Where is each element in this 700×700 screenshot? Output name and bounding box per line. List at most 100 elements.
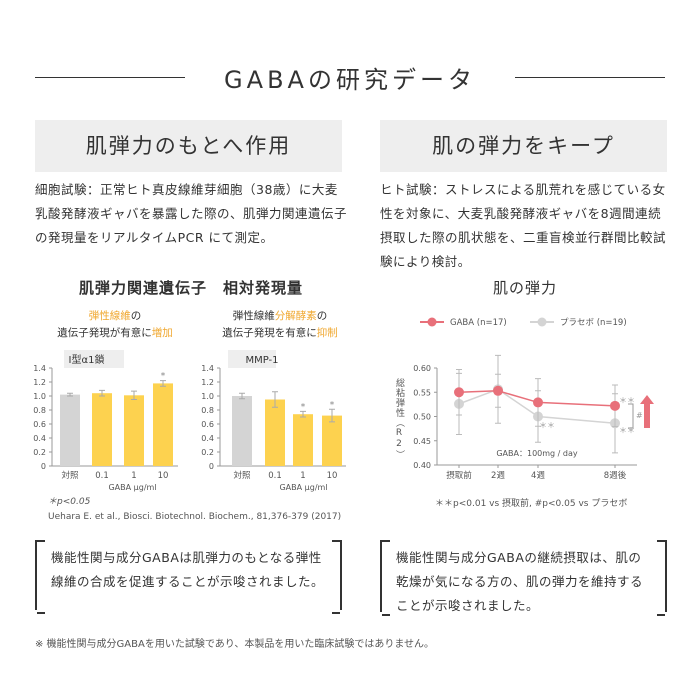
bar — [124, 395, 144, 466]
legend-marker — [537, 317, 547, 327]
significance-mark: * — [161, 372, 166, 382]
x-tick-label: 1 — [300, 471, 305, 481]
sub1-d: 増加 — [151, 327, 173, 339]
pvalue-note: ＊p<0.05 — [48, 497, 91, 507]
y-tick-label: 1.0 — [33, 392, 46, 401]
significance-mark: * — [330, 400, 335, 410]
y-tick-label: 0.45 — [413, 437, 431, 446]
left-heading: 肌弾力のもとへ作用 — [35, 120, 342, 172]
sig-mark-4w: ＊＊ — [539, 421, 555, 430]
dose-annotation: GABA：100mg / day — [496, 449, 578, 458]
data-point — [610, 400, 620, 411]
y-tick-label: 1.4 — [33, 364, 46, 373]
chart-title-bg — [64, 350, 124, 368]
sub1-a: 弾性線維 — [88, 310, 131, 322]
x-tick-label: 1 — [131, 471, 136, 481]
bar — [265, 399, 285, 466]
sub2-e: 抑制 — [316, 327, 338, 339]
y-tick-label: 0.55 — [413, 388, 431, 397]
x-tick-label: 対照 — [233, 470, 251, 481]
up-arrow-icon — [640, 395, 654, 428]
chart-title-bg — [228, 350, 276, 368]
right-sig-note: ＊＊p<0.01 vs 摂取前, #p<0.05 vs プラセボ — [435, 499, 628, 509]
bar — [92, 393, 112, 466]
chart-title: MMP-1 — [245, 355, 278, 366]
series-line — [458, 390, 616, 407]
error-bar — [272, 391, 278, 408]
x-tick-label: 8週後 — [604, 470, 627, 481]
data-point — [454, 387, 464, 398]
y-tick-label: 0.2 — [201, 448, 214, 457]
data-point — [493, 385, 503, 396]
sub2-d: 遺伝子発現を有意に — [222, 327, 317, 339]
sub2-a: 弾性線維 — [232, 310, 275, 322]
right-chart-title: 肌の弾力 — [492, 279, 557, 297]
error-bar — [160, 380, 166, 387]
x-tick-label: 10 — [158, 471, 169, 481]
legend-label: プラセボ (n=19) — [560, 318, 627, 328]
page-title: GABAの研究データ — [224, 66, 476, 94]
citation: Uehara E. et al., Biosci. Biotechnol. Bi… — [48, 512, 342, 522]
y-tick-label: 0.40 — [413, 461, 431, 470]
sub1-c: 遺伝子発現が有意に — [57, 327, 152, 339]
sub2-c: の — [316, 310, 328, 322]
sub1-b: の — [130, 310, 142, 322]
x-tick-label: 10 — [327, 471, 338, 481]
x-axis-label: GABA μg/ml — [279, 483, 327, 492]
error-bar — [131, 390, 137, 400]
data-point — [533, 397, 543, 408]
legend-marker — [427, 317, 437, 327]
y-tick-label: 0.4 — [201, 434, 214, 443]
right-conclusion: 機能性関与成分GABAの継続摂取は、肌の乾燥が気になる方の、肌の弾力を維持するこ… — [380, 540, 667, 616]
y-tick-label: 0.8 — [33, 406, 46, 415]
bracket — [628, 403, 634, 429]
left-subtitle-1: 弾性線維の 遺伝子発現が有意に増加 — [40, 308, 190, 342]
bar — [232, 396, 252, 466]
line-chart-y-axis-label: 総粘弾性（R2） — [394, 378, 404, 460]
hash-mark: # — [636, 411, 643, 420]
left-paragraph: 細胞試験：正常ヒト真皮線維芽細胞（38歳）に大麦乳酸発酵液ギャバを暴露した際の、… — [35, 182, 348, 245]
error-bar — [99, 389, 105, 397]
error-bar — [300, 410, 306, 418]
y-tick-label: 1.0 — [201, 392, 214, 401]
x-axis-label: GABA μg/ml — [108, 483, 156, 492]
error-bar — [239, 392, 245, 400]
sub2-b: 分解酵素 — [274, 310, 317, 322]
x-tick-label: 0.1 — [95, 471, 109, 481]
y-tick-label: 0.8 — [201, 406, 214, 415]
bar — [293, 414, 313, 466]
title-line-left — [35, 77, 185, 78]
y-tick-label: 0.6 — [33, 420, 46, 429]
series-line — [458, 388, 616, 425]
bar — [322, 415, 342, 466]
left-conclusion: 機能性関与成分GABAは肌弾力のもとなる弾性線維の合成を促進することが示唆されま… — [35, 540, 342, 614]
sig-mark-placebo: ＊＊ — [619, 426, 635, 435]
x-tick-label: 摂取前 — [446, 470, 472, 481]
x-tick-label: 4週 — [531, 471, 545, 481]
title-line-right — [515, 77, 665, 78]
legend-label: GABA (n=17) — [450, 318, 507, 328]
y-tick-label: 0 — [41, 462, 46, 471]
y-tick-label: 1.2 — [201, 378, 214, 387]
y-tick-label: 1.2 — [33, 378, 46, 387]
x-tick-label: 対照 — [61, 470, 79, 481]
bar — [60, 394, 80, 466]
x-tick-label: 0.1 — [268, 471, 282, 481]
y-tick-label: 0 — [209, 462, 214, 471]
y-tick-label: 0.60 — [413, 364, 431, 373]
footnote: ※ 機能性関与成分GABAを用いた試験であり、本製品を用いた臨床試験ではありませ… — [35, 639, 435, 650]
left-subtitle-2: 弾性線維分解酵素の 遺伝子発現を有意に抑制 — [205, 308, 355, 342]
chart-title: Ⅰ型α1鎖 — [69, 353, 105, 366]
sig-mark-gaba: ＊＊ — [619, 396, 635, 405]
bar — [153, 383, 173, 466]
left-chart-title: 肌弾力関連遺伝子 相対発現量 — [78, 279, 303, 297]
error-bar — [67, 392, 73, 397]
y-tick-label: 0.4 — [33, 434, 46, 443]
error-bar — [329, 408, 335, 423]
y-tick-label: 0.50 — [413, 413, 431, 422]
right-paragraph: ヒト試験：ストレスによる肌荒れを感じている女性を対象に、大麦乳酸発酵液ギャバを8… — [380, 182, 667, 269]
right-heading: 肌の弾力をキープ — [380, 120, 667, 172]
significance-mark: * — [301, 402, 306, 412]
y-tick-label: 0.6 — [201, 420, 214, 429]
